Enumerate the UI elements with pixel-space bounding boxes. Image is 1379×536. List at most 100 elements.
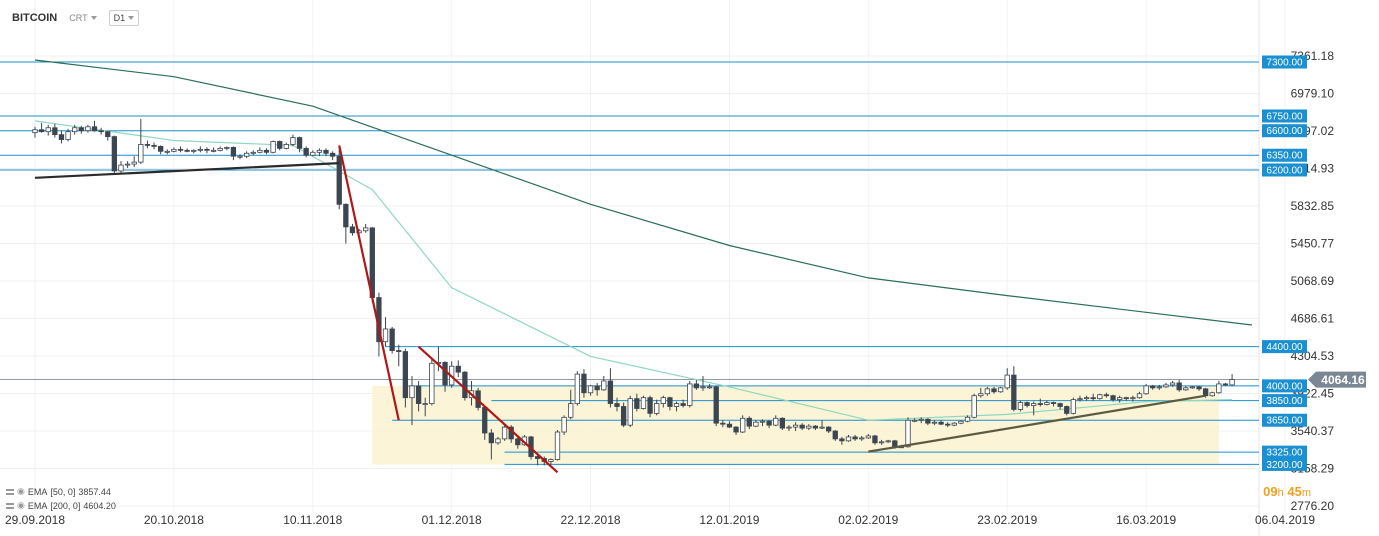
candle-body xyxy=(85,126,91,132)
candle xyxy=(951,422,957,427)
level-label: 4000.00 xyxy=(1266,381,1303,392)
candle-body xyxy=(799,424,805,429)
candle-body xyxy=(52,127,58,136)
candle xyxy=(217,146,223,152)
candle-body xyxy=(118,164,124,172)
menu-icon[interactable] xyxy=(6,502,14,509)
candle xyxy=(713,385,719,427)
candle-body xyxy=(759,420,766,423)
candle xyxy=(1222,382,1229,386)
candle-body xyxy=(363,227,369,232)
timer-m-unit: m xyxy=(1301,487,1311,499)
candle xyxy=(462,371,468,401)
candle xyxy=(561,415,567,435)
candle-body xyxy=(753,421,759,427)
trendline-crash-1 xyxy=(338,145,400,421)
candle xyxy=(971,393,977,419)
legend-ema200[interactable]: ◉ EMA [200, 0] 4604.20 xyxy=(6,500,116,511)
candle-body xyxy=(634,398,640,409)
candle-body xyxy=(1216,383,1222,394)
candle-body xyxy=(1176,382,1182,391)
candle xyxy=(1031,401,1037,416)
candle-body xyxy=(1050,402,1057,404)
candle xyxy=(501,425,508,441)
candle xyxy=(627,395,633,428)
candle xyxy=(746,416,752,430)
level-label: 6600.00 xyxy=(1266,126,1303,137)
timer-minutes: 45 xyxy=(1287,484,1302,499)
candle-body xyxy=(561,416,567,433)
candle xyxy=(85,124,91,133)
candle xyxy=(1216,380,1222,394)
candle xyxy=(118,161,124,174)
candle xyxy=(45,124,51,136)
candle-body xyxy=(1037,403,1043,405)
candle-body xyxy=(885,440,891,443)
candle-body xyxy=(1017,402,1024,410)
candle xyxy=(422,397,428,417)
chart-type-dropdown[interactable]: CRT xyxy=(65,11,100,25)
candle xyxy=(144,140,151,149)
candle xyxy=(515,436,521,449)
candle xyxy=(415,380,422,412)
legend-ema50[interactable]: ◉ EMA [50, 0] 3857.44 xyxy=(6,486,111,497)
legend-value: 3857.44 xyxy=(78,486,111,497)
candle xyxy=(1130,395,1136,402)
candle xyxy=(277,140,283,151)
candle-body xyxy=(1097,394,1103,400)
candle xyxy=(488,429,494,460)
candle-body xyxy=(1057,403,1063,407)
candle-body xyxy=(673,403,680,407)
candle-body xyxy=(1150,385,1156,389)
chevron-down-icon xyxy=(128,16,135,20)
chart-type-label: CRT xyxy=(69,13,88,23)
candle-body xyxy=(640,397,647,409)
candle xyxy=(958,420,964,425)
candle-body xyxy=(812,425,819,429)
candle xyxy=(859,435,865,441)
candle xyxy=(1064,405,1070,416)
candle-body xyxy=(786,426,792,429)
candle-body xyxy=(1202,388,1209,397)
candle xyxy=(124,161,131,169)
candle-body xyxy=(124,163,131,166)
candle xyxy=(634,393,640,412)
candle-body xyxy=(706,386,713,389)
candle xyxy=(58,130,65,144)
visibility-icon[interactable]: ◉ xyxy=(17,486,25,496)
candle-body xyxy=(310,151,316,156)
candle xyxy=(878,439,885,445)
candle-body xyxy=(806,425,812,429)
level-label: 3850.00 xyxy=(1266,396,1303,407)
candle-body xyxy=(852,436,858,440)
candle-body xyxy=(554,431,561,460)
candle xyxy=(812,425,819,431)
level-label: 4400.00 xyxy=(1266,342,1303,353)
candle-body xyxy=(680,403,686,406)
candle-body xyxy=(495,438,501,444)
visibility-icon[interactable]: ◉ xyxy=(17,500,25,510)
level-label-box xyxy=(1262,379,1307,393)
candle xyxy=(991,386,997,394)
candle xyxy=(1169,380,1176,387)
candle-body xyxy=(978,393,984,397)
candle xyxy=(753,420,759,428)
candle-body xyxy=(501,426,508,440)
candle xyxy=(224,146,230,151)
candle-body xyxy=(601,380,607,391)
timeframe-dropdown[interactable]: D1 xyxy=(108,10,140,26)
candle-body xyxy=(581,373,587,394)
candle-body xyxy=(620,406,627,426)
candle-body xyxy=(237,155,243,158)
candle xyxy=(759,419,766,427)
candle-body xyxy=(905,419,911,448)
candle-body xyxy=(263,149,270,153)
candle-body xyxy=(951,422,957,426)
legend-value: 4604.20 xyxy=(83,500,116,511)
candle xyxy=(1176,379,1182,392)
menu-icon[interactable] xyxy=(6,488,14,495)
x-tick-label: 06.04.2019 xyxy=(1255,513,1315,527)
candle-body xyxy=(1090,397,1096,400)
candle xyxy=(1229,374,1235,386)
